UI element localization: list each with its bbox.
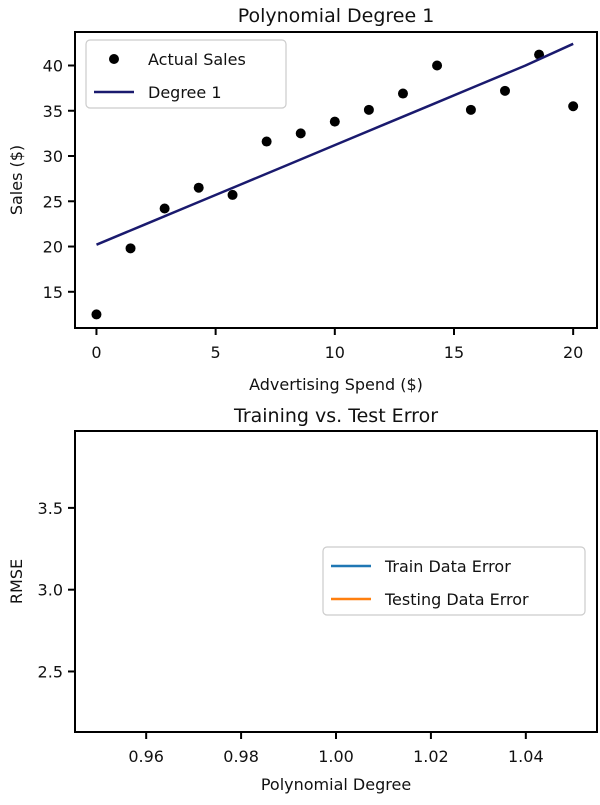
data-point [193,182,204,193]
y-tick-label: 2.5 [38,662,63,681]
x-tick-label: 20 [563,343,583,362]
plot-frame [74,31,598,329]
x-tick-label: 0.96 [128,747,164,766]
x-tick-label: 10 [325,343,345,362]
data-point [91,309,102,320]
y-tick-label: 25 [43,192,63,211]
x-tick-label: 15 [444,343,464,362]
series-line [96,42,574,246]
y-tick-label: 40 [43,56,63,75]
series-layer [91,42,579,320]
chart-title: Training vs. Test Error [233,405,438,427]
legend-label: Testing Data Error [384,590,529,609]
legend-label: Train Data Error [384,557,511,576]
y-tick-label: 30 [43,147,63,166]
data-point [329,116,340,127]
data-point [397,88,408,99]
data-point [363,104,374,115]
data-point [568,101,579,112]
legend: Actual Sales Degree 1 [85,39,287,109]
x-tick-label: 0 [91,343,101,362]
data-point [499,85,510,96]
x-tick-label: 1.02 [413,747,449,766]
legend-box [322,546,586,616]
y-tick-label: 3.0 [38,581,63,600]
x-tick-label: 0.98 [223,747,259,766]
data-point [465,104,476,115]
legend-marker [109,54,119,64]
x-tick-label: 5 [211,343,221,362]
chart-panel-2: Training vs. Test Error 0.96 0.98 1.00 1.02 1… [7,405,598,794]
data-point [432,60,443,71]
y-tick-label: 3.5 [38,499,63,518]
legend-label: Actual Sales [148,50,246,69]
y-tick-label: 35 [43,102,63,121]
chart-title: Polynomial Degree 1 [238,5,435,27]
x-tick-label: 1.04 [508,747,544,766]
legend-label: Degree 1 [148,83,222,102]
x-tick-label: 1.00 [318,747,354,766]
y-axis-label: Sales ($) [7,145,26,215]
data-point [295,128,306,139]
y-tick-label: 20 [43,238,63,257]
y-tick-label: 15 [43,283,63,302]
data-point [125,243,136,254]
chart-panel-1: Polynomial Degree 1 0 5 10 15 20 15 20 25 30 35 40 A… [7,5,598,394]
x-axis-label: Advertising Spend ($) [249,375,423,394]
x-axis-label: Polynomial Degree [261,775,411,794]
data-point [227,189,238,200]
legend: Train Data Error Testing Data Error [322,546,586,616]
y-axis-label: RMSE [7,559,26,604]
data-point [261,136,272,147]
legend-box [85,39,287,109]
data-point [159,203,170,214]
